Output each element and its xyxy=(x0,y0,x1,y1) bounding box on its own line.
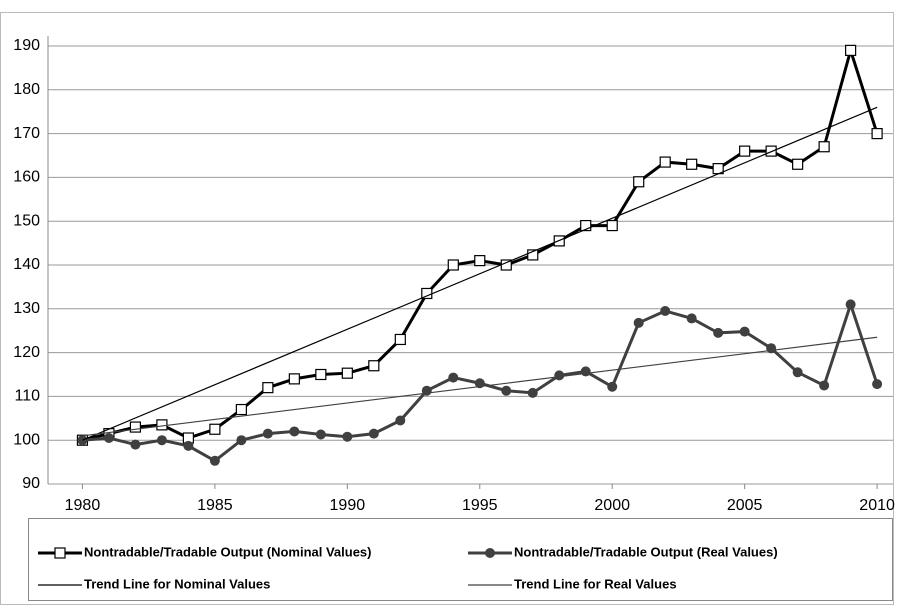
legend-label: Trend Line for Nominal Values xyxy=(84,576,270,591)
y-tick-label: 90 xyxy=(22,475,40,492)
data-point xyxy=(713,327,724,338)
data-point xyxy=(421,385,432,396)
data-point xyxy=(262,428,273,439)
data-point xyxy=(792,367,803,378)
y-tick-label: 150 xyxy=(13,212,40,229)
data-point xyxy=(739,326,750,337)
data-point xyxy=(659,156,671,168)
data-point xyxy=(395,415,406,426)
data-point xyxy=(341,367,353,379)
data-point xyxy=(633,317,644,328)
data-point xyxy=(129,421,142,433)
y-tick-label: 170 xyxy=(13,125,40,142)
x-tick-label: 2005 xyxy=(727,497,763,514)
legend-label: Nontradable/Tradable Output (Nominal Val… xyxy=(84,544,372,559)
data-point xyxy=(501,385,512,396)
data-point xyxy=(819,380,830,391)
data-point xyxy=(527,387,538,398)
data-point xyxy=(818,141,830,153)
x-tick-label: 1990 xyxy=(330,497,366,514)
data-point xyxy=(633,176,645,188)
y-tick-label: 190 xyxy=(13,37,40,54)
data-point xyxy=(368,428,379,439)
data-point xyxy=(342,431,353,442)
data-point xyxy=(209,455,220,466)
x-tick-label: 1995 xyxy=(462,497,498,514)
data-point xyxy=(289,426,300,437)
data-point xyxy=(607,381,618,392)
y-tick-label: 110 xyxy=(14,388,40,405)
legend-box xyxy=(28,518,893,601)
data-point xyxy=(554,370,565,381)
data-point xyxy=(686,158,698,170)
data-point xyxy=(766,343,777,354)
data-point xyxy=(262,382,274,394)
data-point xyxy=(448,372,459,383)
data-point xyxy=(580,219,592,232)
data-point xyxy=(368,360,380,372)
data-point xyxy=(156,435,167,446)
x-tick-label: 2000 xyxy=(594,497,630,514)
data-point xyxy=(236,435,247,446)
data-point xyxy=(845,44,857,56)
y-tick-label: 100 xyxy=(13,431,40,448)
data-point xyxy=(394,333,406,346)
data-point xyxy=(660,305,671,316)
data-point xyxy=(235,403,247,416)
trend-line xyxy=(82,336,878,437)
data-point xyxy=(792,158,804,170)
data-point xyxy=(606,219,618,232)
legend-label: Nontradable/Tradable Output (Real Values… xyxy=(514,544,778,559)
y-tick-label: 130 xyxy=(13,300,40,317)
data-point xyxy=(872,379,883,390)
data-point xyxy=(686,313,697,324)
legend-marker xyxy=(485,548,495,558)
x-tick-label: 1985 xyxy=(197,497,233,514)
legend-marker xyxy=(54,547,66,559)
x-tick-label: 1980 xyxy=(65,497,101,514)
trend-line xyxy=(82,106,878,441)
data-point xyxy=(130,439,141,450)
data-point xyxy=(103,433,114,444)
data-point xyxy=(315,368,327,381)
data-point xyxy=(183,440,194,451)
data-point xyxy=(580,366,591,377)
data-point xyxy=(315,429,326,440)
data-point xyxy=(845,299,856,310)
x-tick-label: 2010 xyxy=(859,497,895,514)
data-point xyxy=(871,128,883,140)
data-point xyxy=(156,419,168,431)
legend-label: Trend Line for Real Values xyxy=(514,576,677,591)
data-point xyxy=(288,373,300,385)
data-point xyxy=(527,249,539,261)
data-point xyxy=(739,145,751,157)
y-tick-label: 120 xyxy=(13,344,40,361)
y-tick-label: 160 xyxy=(13,169,40,186)
data-point xyxy=(209,423,221,435)
y-tick-label: 180 xyxy=(13,81,40,98)
data-point xyxy=(447,259,459,271)
y-tick-label: 140 xyxy=(13,256,40,273)
data-point xyxy=(474,255,486,267)
